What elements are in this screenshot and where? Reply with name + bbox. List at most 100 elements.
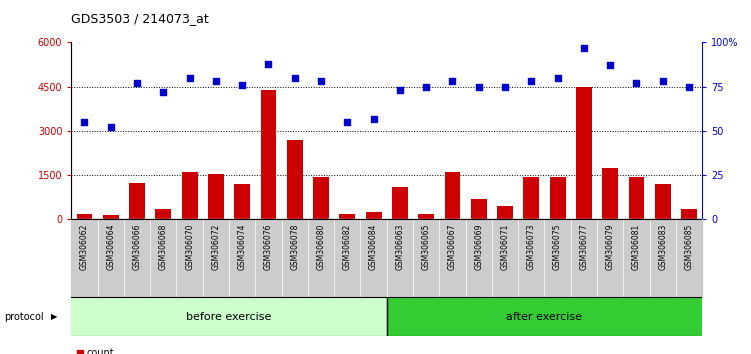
Point <box>526 79 538 84</box>
Bar <box>360 219 387 297</box>
Bar <box>523 177 539 219</box>
Bar <box>655 184 671 219</box>
Point <box>394 87 406 93</box>
Point <box>631 80 643 86</box>
Bar <box>629 177 644 219</box>
Bar <box>203 219 229 297</box>
Bar <box>261 90 276 219</box>
Point <box>342 119 354 125</box>
Text: GSM306083: GSM306083 <box>659 223 667 270</box>
Bar <box>571 219 597 297</box>
Point <box>683 84 695 90</box>
Text: GSM306080: GSM306080 <box>317 223 325 270</box>
Bar <box>77 213 92 219</box>
Text: protocol: protocol <box>4 312 44 322</box>
Point <box>656 79 668 84</box>
Text: GDS3503 / 214073_at: GDS3503 / 214073_at <box>71 12 209 25</box>
Text: GSM306065: GSM306065 <box>422 223 430 270</box>
Text: before exercise: before exercise <box>186 312 272 322</box>
Bar <box>623 219 650 297</box>
Bar <box>103 215 119 219</box>
Bar <box>71 219 98 297</box>
Bar <box>334 219 360 297</box>
Bar <box>124 219 150 297</box>
Bar <box>182 172 198 219</box>
Bar <box>439 219 466 297</box>
Bar <box>339 213 355 219</box>
Bar <box>497 206 513 219</box>
Bar <box>387 297 715 336</box>
Bar <box>150 219 176 297</box>
Bar <box>413 219 439 297</box>
Text: GSM306079: GSM306079 <box>606 223 614 270</box>
Point <box>604 63 616 68</box>
Text: GSM306077: GSM306077 <box>580 223 588 270</box>
Point <box>236 82 248 88</box>
Text: GSM306064: GSM306064 <box>107 223 115 270</box>
Text: GSM306078: GSM306078 <box>291 223 299 270</box>
Point <box>499 84 511 90</box>
Bar <box>287 140 303 219</box>
Bar <box>676 219 702 297</box>
Point <box>315 79 327 84</box>
Point <box>104 125 117 130</box>
Point <box>551 75 563 81</box>
Bar <box>313 177 329 219</box>
Bar <box>366 212 382 219</box>
Bar <box>129 183 145 219</box>
Point <box>158 89 170 95</box>
Point <box>131 80 143 86</box>
Text: GSM306071: GSM306071 <box>501 223 509 270</box>
Point <box>368 116 380 121</box>
Bar <box>518 219 544 297</box>
Bar <box>471 199 487 219</box>
Bar <box>597 219 623 297</box>
Bar <box>544 219 571 297</box>
Bar <box>71 297 387 336</box>
Bar <box>392 187 408 219</box>
Point <box>473 84 485 90</box>
Bar <box>492 219 518 297</box>
Point <box>446 79 458 84</box>
Bar <box>650 219 676 297</box>
Text: GSM306062: GSM306062 <box>80 223 89 270</box>
Bar <box>576 87 592 219</box>
Bar <box>387 219 413 297</box>
Bar <box>155 209 171 219</box>
Bar <box>418 213 434 219</box>
Bar <box>255 219 282 297</box>
Text: GSM306066: GSM306066 <box>133 223 141 270</box>
Legend: count, percentile rank within the sample: count, percentile rank within the sample <box>76 348 252 354</box>
Bar <box>208 174 224 219</box>
Point <box>210 79 222 84</box>
Text: GSM306075: GSM306075 <box>553 223 562 270</box>
Point <box>578 45 590 51</box>
Bar <box>229 219 255 297</box>
Bar <box>466 219 492 297</box>
Point <box>79 119 90 125</box>
Text: GSM306070: GSM306070 <box>185 223 194 270</box>
Text: ▶: ▶ <box>51 312 58 321</box>
Text: GSM306068: GSM306068 <box>159 223 167 270</box>
Point <box>421 84 433 90</box>
Bar <box>681 209 697 219</box>
Bar <box>282 219 308 297</box>
Text: GSM306076: GSM306076 <box>264 223 273 270</box>
Text: GSM306082: GSM306082 <box>343 223 351 270</box>
Text: GSM306085: GSM306085 <box>685 223 693 270</box>
Text: GSM306069: GSM306069 <box>475 223 483 270</box>
Text: GSM306072: GSM306072 <box>212 223 220 270</box>
Point <box>288 75 300 81</box>
Bar <box>445 172 460 219</box>
Point <box>183 75 195 81</box>
Bar <box>602 168 618 219</box>
Bar <box>550 177 566 219</box>
Text: GSM306084: GSM306084 <box>369 223 378 270</box>
Bar <box>308 219 334 297</box>
Bar <box>234 184 250 219</box>
Point <box>263 61 275 67</box>
Text: GSM306067: GSM306067 <box>448 223 457 270</box>
Text: GSM306063: GSM306063 <box>396 223 404 270</box>
Text: after exercise: after exercise <box>506 312 583 322</box>
Text: GSM306074: GSM306074 <box>238 223 246 270</box>
